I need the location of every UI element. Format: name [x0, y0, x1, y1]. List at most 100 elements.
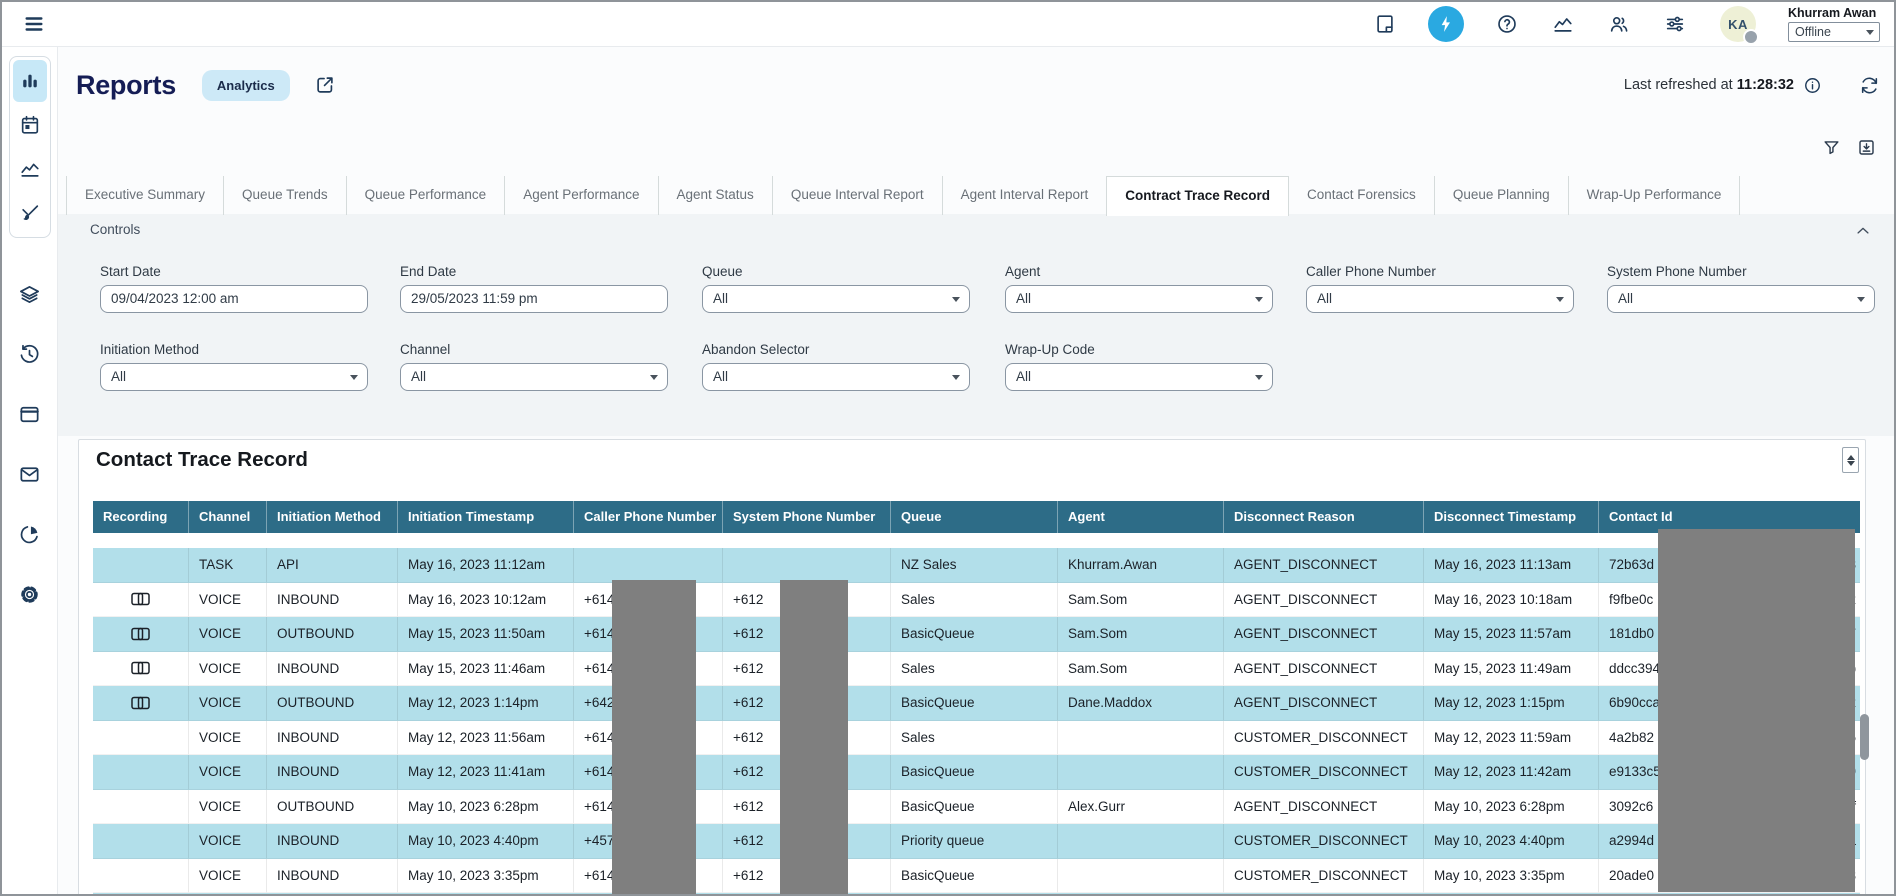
topbar-preferences-button[interactable] — [1662, 11, 1688, 37]
sidebar-item-schedule[interactable] — [13, 104, 47, 146]
hamburger-menu-icon[interactable] — [22, 13, 46, 35]
tab-queue-interval-report[interactable]: Queue Interval Report — [771, 176, 942, 215]
channel-select[interactable]: All — [400, 363, 668, 391]
tab-contact-forensics[interactable]: Contact Forensics — [1307, 187, 1416, 202]
column-header-recording[interactable]: Recording — [93, 501, 189, 533]
column-header-initiation-timestamp[interactable]: Initiation Timestamp — [398, 501, 574, 533]
column-header-disconnect-reason[interactable]: Disconnect Reason — [1224, 501, 1424, 533]
table-stepper[interactable] — [1842, 447, 1859, 473]
sidebar-item-layers[interactable] — [13, 282, 47, 306]
table-row[interactable]: VOICE OUTBOUND May 12, 2023 1:14pm +642 … — [93, 686, 1860, 721]
tab-agent-performance[interactable]: Agent Performance — [504, 176, 657, 215]
sidebar-item-settings[interactable] — [13, 582, 47, 606]
tab-wrap-up-performance[interactable]: Wrap-Up Performance — [1567, 176, 1740, 215]
download-icon[interactable] — [1857, 138, 1876, 157]
column-header-system-phone-number[interactable]: System Phone Number — [723, 501, 891, 533]
field-end-date: End Date 29/05/2023 11:59 pm — [400, 264, 668, 313]
initiation-method-select[interactable]: All — [100, 363, 368, 391]
initiation-method-cell: OUTBOUND — [267, 617, 398, 652]
recording-cell[interactable] — [93, 617, 189, 652]
wrap-up-code-select[interactable]: All — [1005, 363, 1273, 391]
tab-agent-interval-report[interactable]: Agent Interval Report — [941, 176, 1107, 215]
topbar-agents-button[interactable] — [1606, 11, 1632, 37]
topbar-quick-connect-button[interactable] — [1428, 6, 1464, 42]
topbar-help-button[interactable] — [1494, 11, 1520, 37]
table-row[interactable]: VOICE INBOUND May 10, 2023 4:40pm +457 +… — [93, 824, 1860, 859]
recording-icon[interactable] — [131, 592, 150, 606]
sidebar-item-browser[interactable] — [13, 402, 47, 426]
system-phone-number-select[interactable]: All — [1607, 285, 1875, 313]
tab-queue-trends[interactable]: Queue Trends — [223, 176, 346, 215]
sidebar-item-mail[interactable] — [13, 462, 47, 486]
recording-icon[interactable] — [131, 627, 150, 641]
avatar[interactable]: KA — [1720, 6, 1759, 45]
refresh-icon[interactable] — [1859, 75, 1880, 96]
table-row[interactable]: VOICE INBOUND May 15, 2023 11:46am +614 … — [93, 651, 1860, 686]
tab-agent-status[interactable]: Agent Status — [657, 176, 772, 215]
column-header-queue[interactable]: Queue — [891, 501, 1058, 533]
channel-cell: VOICE — [189, 824, 267, 859]
last-refreshed-text: Last refreshed at 11:28:32 — [1623, 77, 1794, 93]
tab-contract-trace-record[interactable]: Contract Trace Record — [1106, 176, 1290, 216]
agent-cell — [1058, 755, 1224, 790]
recording-icon[interactable] — [131, 661, 150, 675]
start-date-input[interactable]: 09/04/2023 12:00 am — [100, 285, 368, 313]
field-abandon-selector: Abandon Selector All — [702, 342, 970, 391]
tab-executive-summary[interactable]: Executive Summary — [66, 176, 223, 215]
field-label: Start Date — [100, 264, 161, 279]
sidebar-item-analytics[interactable] — [13, 522, 47, 546]
queue-select[interactable]: All — [702, 285, 970, 313]
field-initiation-method: Initiation Method All — [100, 342, 368, 391]
table-row[interactable]: TASK DISCONNECT May 16, 2023 11:13am CON… — [93, 533, 1860, 548]
agent-cell — [1058, 824, 1224, 859]
channel-cell: VOICE — [189, 686, 267, 721]
sidebar-item-history[interactable] — [13, 342, 47, 366]
column-header-contact-id[interactable]: Contact Id — [1609, 509, 1673, 524]
metrics-icon — [1552, 13, 1574, 35]
stepper-down-icon[interactable] — [1846, 460, 1855, 466]
recording-icon[interactable] — [131, 696, 150, 710]
recording-cell[interactable] — [93, 651, 189, 686]
sidebar-item-reports[interactable] — [12, 60, 47, 102]
table-row[interactable]: TASK API May 16, 2023 11:12am NZ Sales K… — [93, 548, 1860, 583]
topbar-notes-button[interactable] — [1372, 11, 1398, 37]
table-row[interactable]: VOICE INBOUND May 12, 2023 11:41am +614 … — [93, 755, 1860, 790]
tab-queue-performance[interactable]: Queue Performance — [345, 176, 505, 215]
filter-icon[interactable] — [1822, 138, 1841, 157]
chevron-up-icon[interactable] — [1854, 222, 1872, 240]
controls-panel: Controls Start Date 09/04/2023 12:00 am … — [2, 214, 1894, 436]
table-row[interactable]: VOICE OUTBOUND May 10, 2023 6:28pm +614 … — [93, 789, 1860, 824]
agent-select[interactable]: All — [1005, 285, 1273, 313]
tab-queue-planning[interactable]: Queue Planning — [1433, 176, 1568, 215]
field-label: Wrap-Up Code — [1005, 342, 1095, 357]
column-header-initiation-method[interactable]: Initiation Method — [267, 501, 398, 533]
disconnect-reason-cell: CUSTOMER_DISCONNECT — [1224, 720, 1424, 755]
table-scrollbar[interactable] — [1858, 533, 1870, 893]
flash-icon — [1436, 14, 1456, 34]
column-header-agent[interactable]: Agent — [1058, 501, 1224, 533]
agent-cell — [1058, 720, 1224, 755]
table-row[interactable]: VOICE INBOUND May 10, 2023 3:35pm +614 +… — [93, 858, 1860, 893]
sidebar-item-trends[interactable] — [13, 148, 47, 190]
table-row[interactable]: VOICE INBOUND May 12, 2023 11:56am +614 … — [93, 720, 1860, 755]
sidebar-item-customize[interactable] — [13, 192, 47, 234]
table-row[interactable]: VOICE INBOUND May 16, 2023 10:12am +614 … — [93, 582, 1860, 617]
table-scrollbar-thumb[interactable] — [1860, 714, 1869, 760]
external-link-icon[interactable] — [314, 74, 336, 96]
recording-cell[interactable] — [93, 686, 189, 721]
column-header-disconnect-timestamp[interactable]: Disconnect Timestamp — [1424, 501, 1599, 533]
column-header-caller-phone-number[interactable]: Caller Phone Number — [574, 501, 723, 533]
channel-cell: VOICE — [189, 755, 267, 790]
topbar-metrics-button[interactable] — [1550, 11, 1576, 37]
table-row[interactable]: VOICE OUTBOUND May 15, 2023 11:50am +614… — [93, 617, 1860, 652]
field-start-date: Start Date 09/04/2023 12:00 am — [100, 264, 368, 313]
field-label: Abandon Selector — [702, 342, 810, 357]
abandon-selector-select[interactable]: All — [702, 363, 970, 391]
caller-phone-number-select[interactable]: All — [1306, 285, 1574, 313]
end-date-input[interactable]: 29/05/2023 11:59 pm — [400, 285, 668, 313]
info-icon[interactable] — [1803, 76, 1822, 95]
agent-status-select[interactable]: Offline — [1788, 22, 1880, 42]
recording-cell[interactable] — [93, 582, 189, 617]
stepper-up-icon[interactable] — [1846, 454, 1855, 460]
column-header-channel[interactable]: Channel — [189, 501, 267, 533]
